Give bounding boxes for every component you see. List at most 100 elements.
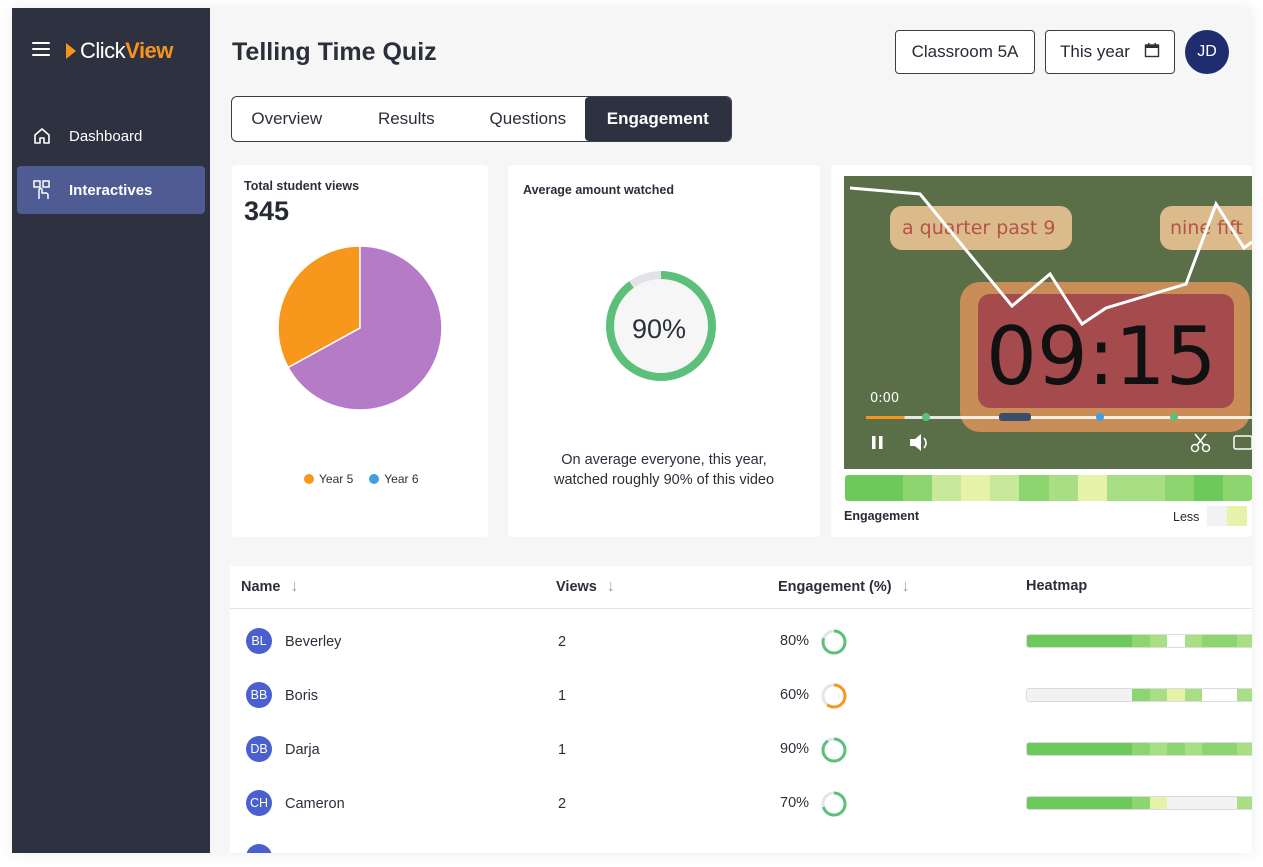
student-engagement: 80% bbox=[780, 633, 810, 649]
clock-display: 09:15 bbox=[986, 310, 1217, 403]
video-player[interactable]: a quarter past 9 nine fift 09:15 0:00 bbox=[844, 176, 1252, 469]
views-pie-chart bbox=[277, 245, 443, 411]
heat-segment bbox=[1132, 689, 1150, 701]
heat-segment bbox=[1237, 635, 1252, 647]
interactive-touch-icon bbox=[31, 179, 53, 201]
tab-engagement[interactable]: Engagement bbox=[584, 97, 731, 141]
home-icon bbox=[31, 125, 53, 147]
heat-segment bbox=[932, 475, 962, 501]
legend-less-label: Less bbox=[1173, 510, 1200, 524]
sidebar-item-interactives[interactable]: Interactives bbox=[17, 166, 205, 214]
heat-segment bbox=[1019, 475, 1049, 501]
sort-arrow-icon[interactable]: ↓ bbox=[606, 578, 615, 595]
classroom-selector[interactable]: Classroom 5A bbox=[895, 30, 1035, 74]
pie-slice-year5 bbox=[277, 245, 361, 369]
heat-segment bbox=[1167, 689, 1185, 701]
student-name[interactable]: Boris bbox=[285, 688, 319, 704]
heat-segment bbox=[1184, 635, 1203, 647]
heat-segment bbox=[874, 475, 904, 501]
student-name[interactable]: Beverley bbox=[285, 634, 342, 650]
video-progress bbox=[866, 416, 905, 419]
engagement-ring bbox=[821, 629, 847, 655]
views-legend: Year 5 Year 6 bbox=[304, 472, 419, 486]
heat-segment bbox=[1097, 689, 1133, 701]
heat-segment bbox=[961, 475, 991, 501]
heat-segment bbox=[1167, 635, 1185, 647]
heat-segment bbox=[1132, 743, 1150, 755]
heat-segment bbox=[1027, 689, 1098, 701]
sort-arrow-icon[interactable]: ↓ bbox=[901, 578, 910, 595]
heat-segment bbox=[1077, 475, 1107, 501]
menu-icon[interactable] bbox=[32, 42, 52, 58]
student-engagement: 90% bbox=[780, 741, 810, 757]
video-time: 0:00 bbox=[870, 391, 899, 406]
period-selector[interactable]: This year bbox=[1045, 30, 1175, 74]
calendar-icon bbox=[1144, 42, 1160, 63]
app-window: Click View Dashboard Interactives Telling… bbox=[12, 8, 1252, 853]
watched-progress-ring bbox=[606, 271, 716, 381]
tab-overview[interactable]: Overview bbox=[251, 109, 323, 128]
heat-segment bbox=[1097, 635, 1133, 647]
watched-percent: 90% bbox=[632, 314, 687, 344]
heat-segment bbox=[1132, 635, 1150, 647]
clickview-logo[interactable]: Click View bbox=[66, 38, 173, 64]
cast-icon[interactable] bbox=[1233, 435, 1252, 450]
heat-segment bbox=[1237, 743, 1252, 755]
user-avatar[interactable]: JD bbox=[1185, 30, 1229, 74]
views-card-label: Total student views bbox=[244, 179, 360, 193]
column-header-engagement[interactable]: Engagement (%) ↓ bbox=[778, 578, 910, 595]
heat-segment bbox=[1106, 475, 1136, 501]
student-heatmap bbox=[1026, 688, 1252, 702]
sidebar-item-label: Dashboard bbox=[69, 127, 143, 145]
volume-icon[interactable] bbox=[910, 434, 927, 451]
legend-label-year6: Year 6 bbox=[384, 472, 419, 486]
tab-questions[interactable]: Questions bbox=[489, 109, 567, 128]
heat-segment bbox=[1027, 635, 1098, 647]
heat-segment bbox=[1027, 797, 1098, 809]
video-seekbar[interactable] bbox=[866, 416, 1252, 419]
logo-play-icon bbox=[66, 43, 76, 59]
heat-segment bbox=[1202, 743, 1238, 755]
sidebar-item-dashboard[interactable]: Dashboard bbox=[17, 112, 205, 160]
student-avatar: BB bbox=[246, 682, 272, 708]
engagement-heat-strip bbox=[845, 475, 1252, 501]
column-header-name[interactable]: Name ↓ bbox=[241, 578, 299, 595]
legend-swatch-year5 bbox=[304, 474, 314, 484]
watched-description: On average everyone, this year, watched … bbox=[553, 452, 775, 488]
student-engagement: 70% bbox=[780, 795, 810, 811]
video-frame: a quarter past 9 nine fift 09:15 0:00 bbox=[844, 176, 1252, 469]
engagement-ring bbox=[821, 791, 847, 817]
student-name[interactable]: Darja bbox=[285, 742, 320, 758]
legend-swatch-low bbox=[1207, 506, 1227, 526]
column-header-views[interactable]: Views ↓ bbox=[556, 578, 615, 595]
student-avatar bbox=[246, 844, 272, 853]
tab-bar: Overview Results Questions Engagement bbox=[231, 96, 732, 142]
student-heatmap bbox=[1026, 634, 1252, 648]
heat-segment bbox=[1135, 475, 1165, 501]
pause-icon[interactable] bbox=[872, 436, 883, 449]
legend-swatch-year6 bbox=[369, 474, 380, 484]
student-avatar: BL bbox=[246, 628, 272, 654]
pie-slice-year6 bbox=[287, 245, 443, 411]
student-avatar: CH bbox=[246, 790, 272, 816]
heat-segment bbox=[1048, 475, 1078, 501]
heat-segment bbox=[1184, 797, 1203, 809]
engagement-ring bbox=[821, 737, 847, 763]
heat-segment bbox=[1184, 689, 1203, 701]
heat-segment bbox=[845, 475, 875, 501]
heat-segment bbox=[1149, 689, 1168, 701]
tab-results[interactable]: Results bbox=[377, 109, 435, 128]
heat-segment bbox=[1149, 797, 1168, 809]
scissors-icon[interactable] bbox=[1190, 433, 1211, 453]
heat-segment bbox=[1097, 743, 1133, 755]
heat-segment bbox=[1237, 797, 1252, 809]
heat-segment bbox=[1149, 635, 1168, 647]
heat-segment bbox=[1132, 797, 1150, 809]
student-name[interactable]: Cameron bbox=[285, 796, 345, 812]
sort-arrow-icon[interactable]: ↓ bbox=[290, 578, 299, 595]
heat-segment bbox=[1237, 689, 1252, 701]
heat-segment bbox=[1167, 797, 1185, 809]
watched-card-label: Average amount watched bbox=[523, 183, 674, 197]
student-views: 1 bbox=[558, 742, 567, 758]
heat-segment bbox=[1223, 475, 1252, 501]
